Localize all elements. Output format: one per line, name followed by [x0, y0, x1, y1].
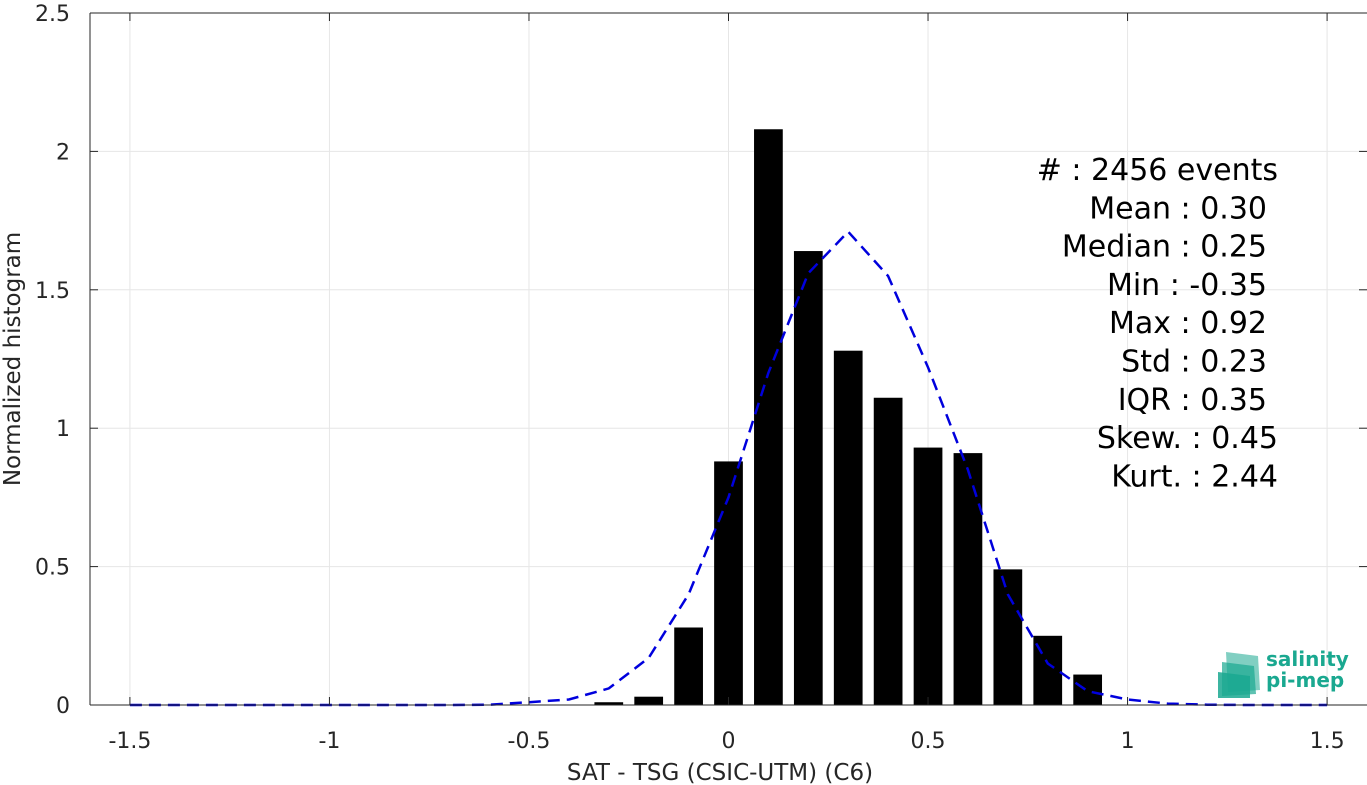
- histogram-bar: [634, 696, 664, 705]
- y-tick-labels: 0 0.5 1 1.5 2 2.5: [35, 2, 70, 719]
- x-tick-label: 1: [1121, 729, 1135, 754]
- y-tick-label: 1.5: [35, 279, 70, 304]
- stat-line: Kurt. : 2.44: [1111, 459, 1278, 494]
- histogram-bars: [594, 129, 1103, 706]
- axes-frame: [89, 12, 1367, 706]
- histogram-bar: [714, 461, 743, 705]
- histogram-bar: [754, 129, 783, 706]
- stat-line: Median : 0.25: [1062, 230, 1267, 265]
- x-tick-label: 0.5: [911, 729, 946, 754]
- y-tick-label: 1: [56, 417, 70, 442]
- y-tick-label: 2: [56, 140, 70, 165]
- histogram-bar: [1073, 674, 1103, 705]
- histogram-bar: [913, 447, 943, 705]
- y-tick-label: 2.5: [35, 2, 70, 27]
- stat-line: Mean : 0.30: [1089, 191, 1267, 226]
- stat-line: Max : 0.92: [1109, 306, 1267, 341]
- histogram-bar: [833, 350, 863, 705]
- logo-line-2: pi-mep: [1266, 668, 1344, 692]
- stat-line: # : 2456 events: [1037, 153, 1278, 188]
- x-axis-label: SAT - TSG (CSIC-UTM) (C6): [567, 760, 873, 785]
- y-axis-label: Normalized histogram: [0, 232, 26, 486]
- logo-mark-icon: [1218, 652, 1260, 698]
- x-tick-label: -1.5: [108, 729, 151, 754]
- x-tick-label: 0: [722, 729, 736, 754]
- stat-line: Std : 0.23: [1121, 345, 1267, 380]
- logo-line-1: salinity: [1266, 647, 1349, 671]
- y-tick-label: 0.5: [35, 556, 70, 581]
- stat-line: Skew. : 0.45: [1097, 421, 1278, 456]
- y-tick-label: 0: [56, 694, 70, 719]
- x-tick-labels: -1.5 -1 -0.5 0 0.5 1 1.5: [108, 729, 1344, 754]
- histogram-bar: [594, 702, 624, 705]
- histogram-bar: [993, 569, 1023, 705]
- salinity-pi-mep-logo: salinity pi-mep: [1218, 647, 1349, 698]
- x-tick-label: -0.5: [508, 729, 551, 754]
- stat-line: IQR : 0.35: [1118, 383, 1267, 418]
- histogram-bar: [873, 397, 903, 705]
- histogram-bar: [793, 251, 823, 705]
- x-tick-label: 1.5: [1310, 729, 1345, 754]
- histogram-bar: [674, 627, 703, 705]
- histogram-bar: [953, 453, 983, 705]
- stat-line: Min : -0.35: [1107, 268, 1267, 303]
- x-tick-label: -1: [318, 729, 340, 754]
